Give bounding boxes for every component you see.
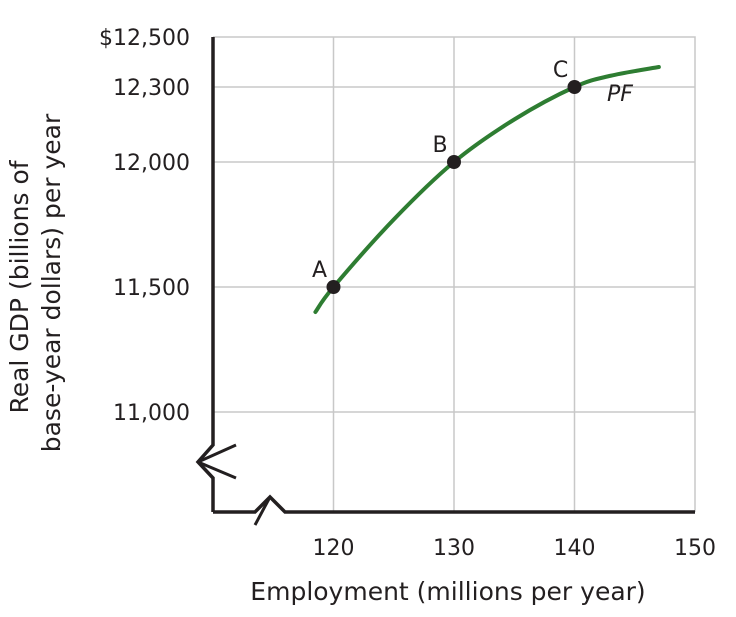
y-axis — [195, 37, 215, 512]
series-line — [313, 65, 661, 314]
data-point — [326, 280, 341, 294]
y-tick-label: 12,300 — [113, 76, 190, 101]
data-point — [567, 80, 582, 94]
label-layer: Employment (millions per year) Real GDP … — [5, 26, 716, 606]
y-axis-title: Real GDP (billions of base-year dollars)… — [5, 113, 66, 452]
x-axis-break — [253, 495, 287, 526]
point-label: C — [553, 58, 568, 83]
point-layer — [326, 80, 582, 294]
x-axis-title: Employment (millions per year) — [250, 577, 645, 606]
series-label: PF — [607, 82, 633, 107]
y-axis-title-line-2: base-year dollars) per year — [37, 113, 66, 452]
point-label: B — [432, 133, 447, 158]
x-tick-label: 150 — [674, 536, 716, 561]
x-tick-label: 130 — [433, 536, 475, 561]
x-tick-label: 140 — [554, 536, 596, 561]
x-tick-label: 120 — [313, 536, 355, 561]
y-axis-break — [197, 443, 237, 480]
grid-layer — [213, 36, 696, 512]
data-point — [447, 155, 461, 169]
plot-border — [213, 36, 696, 512]
y-tick-label: $12,500 — [99, 26, 190, 51]
y-tick-label: 11,500 — [113, 276, 190, 301]
point-label: A — [312, 258, 327, 283]
y-tick-label: 11,000 — [113, 401, 190, 426]
axis-layer — [195, 37, 695, 526]
y-axis-title-line-1: Real GDP (billions of — [5, 159, 34, 413]
y-tick-label: 12,000 — [113, 151, 190, 176]
curve-layer — [313, 65, 661, 314]
